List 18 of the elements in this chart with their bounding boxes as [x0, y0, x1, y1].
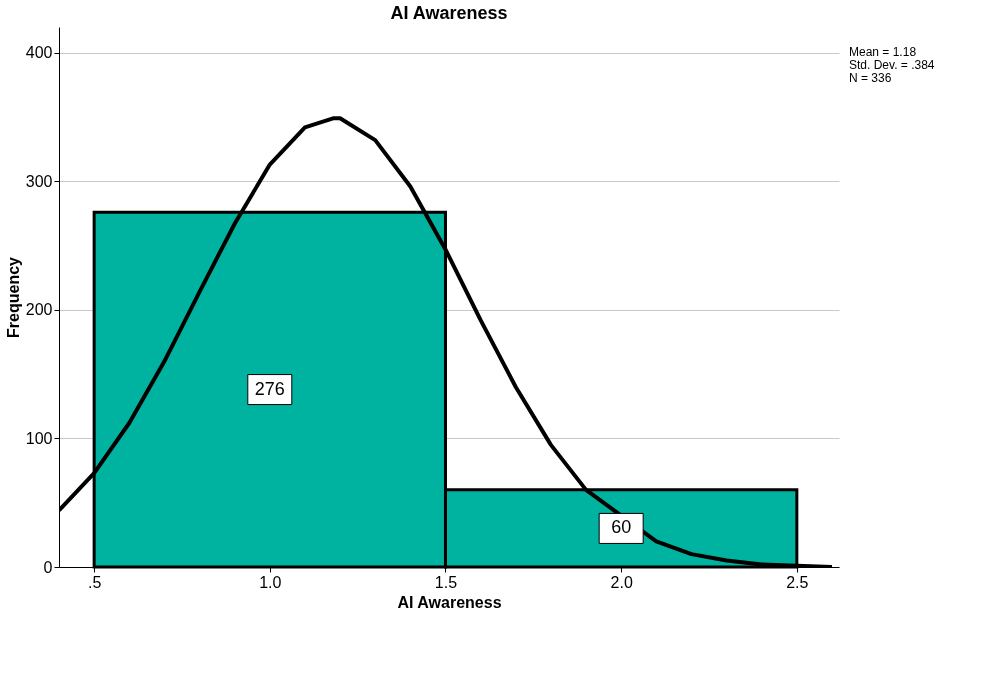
- x-tick-label: 1.0: [259, 573, 282, 591]
- text: Mean = 1.18: [849, 45, 917, 59]
- text: Std. Dev. = .384: [849, 58, 935, 72]
- y-tick-label: 400: [25, 44, 53, 62]
- y-axis-title: Frequency: [4, 256, 22, 338]
- y-tick-label: 300: [25, 172, 53, 190]
- y-tick-label: 200: [25, 301, 53, 319]
- x-axis-title: AI Awareness: [397, 593, 502, 611]
- x-tick-label: 1.5: [434, 573, 458, 591]
- x-tick-label: 2.5: [786, 573, 809, 591]
- y-tick-label: 100: [25, 429, 53, 447]
- data-label: 276: [254, 378, 285, 399]
- x-tick-label: 2.0: [610, 573, 633, 591]
- y-tick-label: 0: [43, 558, 53, 576]
- data-label: 60: [611, 517, 632, 538]
- x-tick-label: .5: [87, 573, 102, 591]
- chart-title: AI Awareness: [390, 3, 508, 23]
- text: N = 336: [849, 71, 892, 85]
